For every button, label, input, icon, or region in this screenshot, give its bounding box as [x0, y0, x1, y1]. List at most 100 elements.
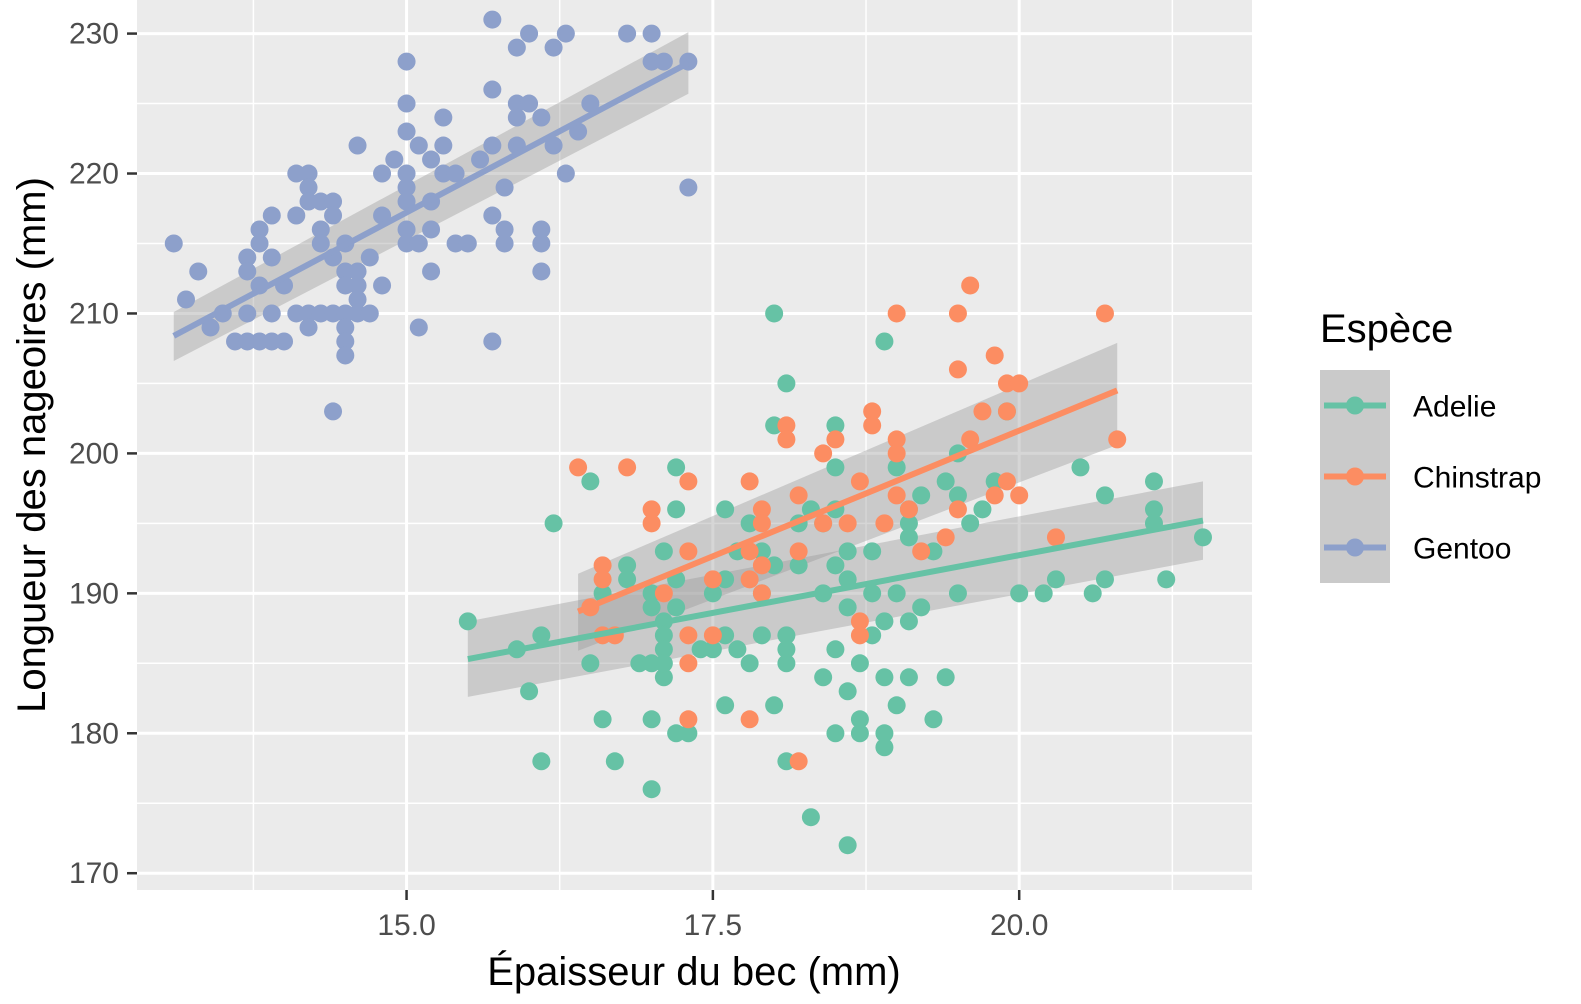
- adelie-point: [887, 696, 906, 715]
- gentoo-point: [544, 38, 563, 57]
- gentoo-point: [495, 234, 514, 253]
- gentoo-point: [409, 318, 428, 337]
- gentoo-point: [422, 150, 441, 169]
- gentoo-point: [422, 262, 441, 281]
- adelie-point: [654, 626, 673, 645]
- chinstrap-point: [997, 472, 1016, 491]
- adelie-point: [618, 556, 637, 575]
- chinstrap-point: [777, 430, 796, 449]
- chinstrap-point: [961, 276, 980, 295]
- adelie-point: [850, 710, 869, 729]
- adelie-point: [1083, 584, 1102, 603]
- adelie-point: [1193, 528, 1212, 547]
- adelie-point: [1034, 584, 1053, 603]
- gentoo-point: [397, 178, 416, 197]
- x-axis: 15.0 17.5 20.0: [377, 890, 1048, 942]
- adelie-point: [544, 514, 563, 533]
- data-points: [164, 10, 1212, 855]
- gentoo-point: [262, 304, 281, 323]
- chinstrap-point: [752, 584, 771, 603]
- adelie-point: [740, 654, 759, 673]
- gentoo-legend-label: Gentoo: [1413, 533, 1511, 566]
- gentoo-point: [642, 24, 661, 43]
- gentoo-point: [495, 220, 514, 239]
- gentoo-point: [507, 38, 526, 57]
- gentoo-point: [397, 52, 416, 71]
- gentoo-point: [434, 136, 453, 155]
- adelie-point: [936, 472, 955, 491]
- gentoo-point: [299, 318, 318, 337]
- chinstrap-point: [850, 626, 869, 645]
- chinstrap-point: [948, 500, 967, 519]
- gentoo-point: [348, 136, 367, 155]
- chinstrap-point: [777, 416, 796, 435]
- chinstrap-point: [814, 514, 833, 533]
- adelie-point: [1071, 458, 1090, 477]
- gentoo-point: [532, 262, 551, 281]
- adelie-point: [458, 612, 477, 631]
- adelie-point: [581, 472, 600, 491]
- adelie-point: [875, 332, 894, 351]
- chinstrap-point: [826, 430, 845, 449]
- adelie-point: [899, 612, 918, 631]
- gentoo-point: [618, 24, 637, 43]
- gentoo-point: [360, 304, 379, 323]
- adelie-point: [777, 626, 796, 645]
- gentoo-point: [311, 234, 330, 253]
- gentoo-point: [336, 332, 355, 351]
- gentoo-legend-key-point: [1346, 538, 1364, 557]
- adelie-point: [765, 696, 784, 715]
- y-tick-label: 210: [69, 297, 119, 330]
- chinstrap-legend-label: Chinstrap: [1413, 462, 1541, 495]
- gentoo-point: [201, 318, 220, 337]
- chinstrap-point: [1010, 486, 1029, 505]
- adelie-point: [973, 500, 992, 519]
- y-tick-label: 190: [69, 577, 119, 610]
- gentoo-point: [471, 150, 490, 169]
- y-tick-label: 170: [69, 857, 119, 890]
- gentoo-point: [262, 248, 281, 267]
- gentoo-point: [495, 178, 514, 197]
- adelie-point: [826, 416, 845, 435]
- legend-keys: Adelie Chinstrap Gentoo: [1320, 370, 1541, 583]
- chinstrap-point: [948, 304, 967, 323]
- gentoo-point: [581, 94, 600, 113]
- gentoo-point: [397, 164, 416, 183]
- gentoo-point: [458, 234, 477, 253]
- adelie-point: [826, 724, 845, 743]
- chinstrap-point: [740, 472, 759, 491]
- chinstrap-point: [1108, 430, 1127, 449]
- chinstrap-point: [752, 500, 771, 519]
- gentoo-point: [397, 192, 416, 211]
- adelie-point: [826, 556, 845, 575]
- adelie-point: [654, 668, 673, 687]
- gentoo-point: [189, 262, 208, 281]
- gentoo-point: [409, 234, 428, 253]
- chinstrap-point: [679, 654, 698, 673]
- gentoo-point: [679, 178, 698, 197]
- adelie-point: [863, 584, 882, 603]
- adelie-point: [838, 542, 857, 561]
- gentoo-point: [250, 234, 269, 253]
- gentoo-point: [164, 234, 183, 253]
- adelie-point: [838, 682, 857, 701]
- adelie-point: [777, 640, 796, 659]
- adelie-point: [532, 752, 551, 771]
- adelie-fit-line: [467, 517, 1204, 663]
- gentoo-point: [520, 94, 539, 113]
- chinstrap-point: [703, 570, 722, 589]
- chinstrap-point: [789, 752, 808, 771]
- adelie-point: [642, 710, 661, 729]
- adelie-point: [887, 458, 906, 477]
- gentoo-point: [385, 150, 404, 169]
- chinstrap-point: [679, 542, 698, 561]
- adelie-point: [1046, 570, 1065, 589]
- chinstrap-point: [863, 402, 882, 421]
- adelie-point: [961, 514, 980, 533]
- chinstrap-point: [642, 514, 661, 533]
- gentoo-point: [556, 164, 575, 183]
- gentoo-point: [483, 80, 502, 99]
- chinstrap-point: [593, 556, 612, 575]
- adelie-point: [703, 640, 722, 659]
- adelie-point: [654, 542, 673, 561]
